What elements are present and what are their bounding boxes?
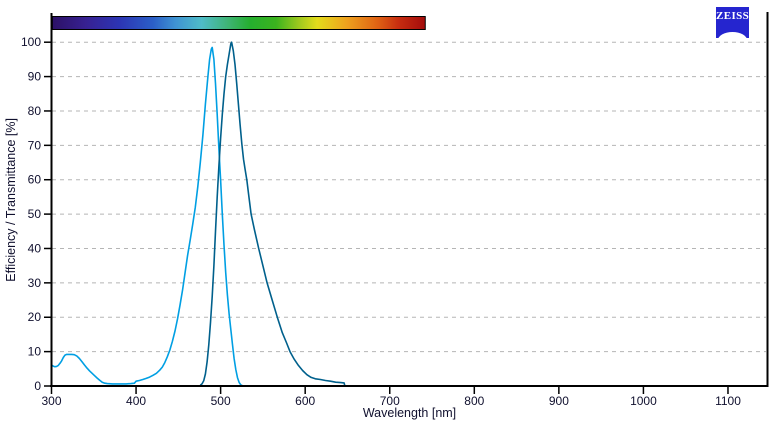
- y-tick-label: 100: [21, 35, 41, 49]
- x-tick-label: 1000: [630, 394, 657, 408]
- y-tick-label: 50: [28, 207, 42, 221]
- x-axis-title: Wavelength [nm]: [362, 406, 457, 420]
- x-tick-label: 900: [549, 394, 569, 408]
- y-axis-title-text: Efficiency / Transmittance [%]: [4, 118, 18, 282]
- y-tick-label: 0: [34, 379, 41, 393]
- y-tick-label: 30: [28, 276, 42, 290]
- x-tick-label: 400: [126, 394, 146, 408]
- zeiss-logo-lens-shape: [718, 32, 747, 38]
- y-tick-label: 90: [28, 70, 42, 84]
- y-axis-title: Efficiency / Transmittance [%]: [4, 14, 18, 386]
- excitation-spectrum-curve: [51, 46, 243, 387]
- y-tick-label: 10: [28, 345, 42, 359]
- x-tick-label: 800: [464, 394, 484, 408]
- zeiss-logo: ZEISS: [716, 7, 749, 38]
- y-tick-label: 60: [28, 173, 42, 187]
- x-tick-label: 500: [211, 394, 231, 408]
- y-tick-label: 70: [28, 138, 42, 152]
- x-tick-label: 700: [380, 394, 400, 408]
- x-tick-label: 300: [41, 394, 61, 408]
- zeiss-logo-text: ZEISS: [716, 10, 749, 22]
- y-tick-label: 80: [28, 104, 42, 118]
- y-tick-label: 40: [28, 241, 42, 255]
- x-tick-label: 600: [295, 394, 315, 408]
- y-tick-label: 20: [28, 310, 42, 324]
- spectrum-bar: [51, 16, 426, 30]
- x-tick-label: 1100: [715, 394, 741, 408]
- emission-spectrum-curve: [199, 41, 346, 387]
